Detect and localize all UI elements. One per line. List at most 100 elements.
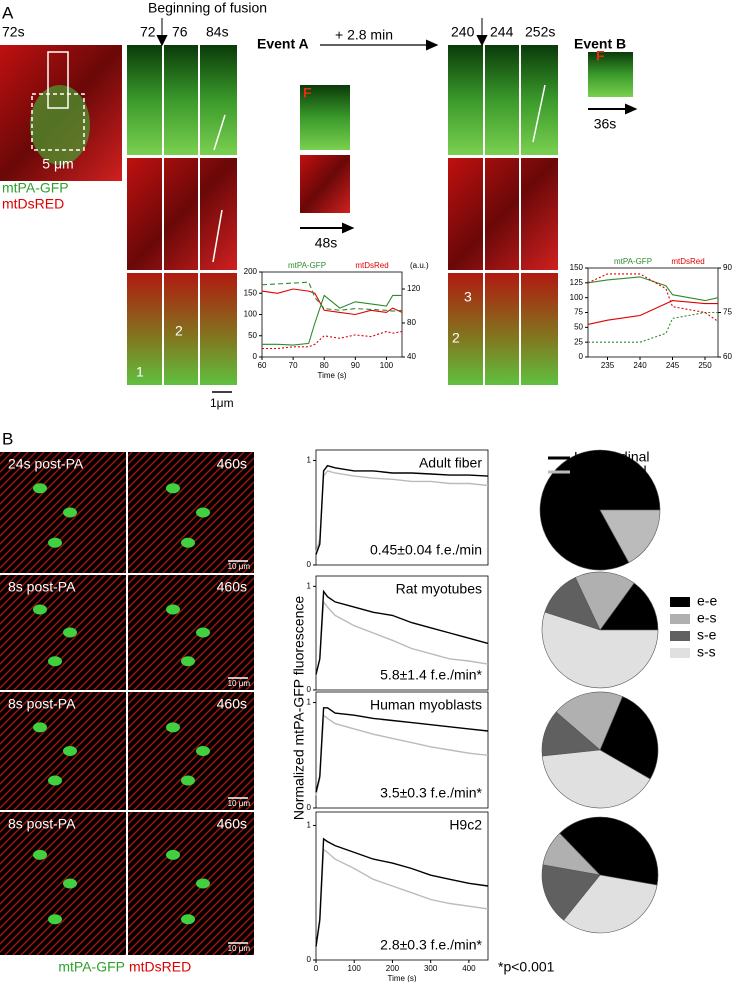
legend-label: s-s (697, 644, 716, 660)
line-series (587, 276, 719, 302)
x-tick-label: 60 (258, 361, 267, 370)
y-tick-label: 50 (574, 322, 583, 331)
image-label: 460s (217, 456, 247, 472)
event-label: Event B (574, 36, 626, 52)
roi (31, 93, 85, 151)
image (127, 45, 237, 155)
image (448, 273, 558, 385)
legend-label: e-s (697, 610, 716, 626)
image-feature (181, 537, 195, 548)
image-feature (196, 507, 210, 518)
annotation: + 2.8 min (335, 27, 393, 43)
y-tick-label: 0 (307, 955, 312, 964)
event-label: Event A (257, 36, 309, 52)
image-feature (33, 722, 47, 733)
time-label: 244 (490, 24, 514, 40)
chart-title: Rat myotubes (396, 581, 482, 597)
image-feature (196, 746, 210, 756)
pie-slice (541, 611, 659, 689)
legend-swatch (670, 614, 690, 624)
line-series (262, 294, 402, 346)
image-label: 8s post-PA (8, 579, 76, 595)
y-tick-label: 1 (307, 581, 312, 590)
line-series (588, 311, 718, 343)
image (127, 158, 237, 270)
kymo-mark: F (596, 48, 605, 64)
image-feature (166, 483, 180, 494)
pie-slice (563, 874, 658, 934)
y2-tick-label: 40 (407, 352, 416, 361)
legend-label: s-e (697, 627, 717, 643)
image-feature (181, 775, 195, 786)
y-tick-label: 1 (307, 821, 312, 830)
image-feature (48, 914, 62, 925)
kymograph (588, 52, 633, 97)
line-series (587, 273, 719, 322)
y-tick-label: 150 (570, 263, 584, 272)
image-feature (48, 775, 62, 786)
line-series (315, 589, 489, 675)
legend-label: Longitudinal (574, 449, 650, 465)
line-series (262, 330, 403, 350)
image-feature (166, 722, 180, 733)
object-number: 2 (452, 330, 460, 346)
line-series (315, 707, 489, 793)
chart-title: Human myoblasts (370, 697, 482, 713)
pie-slice (555, 691, 623, 751)
pie-slice (541, 749, 651, 809)
y-tick-label: 0 (307, 685, 312, 694)
scale-label: 10 μm (228, 799, 251, 808)
legend-label: mtDsRED (129, 959, 191, 975)
annotation: 0.45±0.04 f.e./min (370, 542, 482, 558)
annotation: 3.5±0.3 f.e./min* (380, 785, 482, 801)
y-tick-label: 125 (570, 278, 584, 287)
legend-label: mtPA-GFP (614, 257, 652, 266)
image-feature (48, 537, 62, 548)
pie-slice (599, 582, 659, 631)
panel-label: A (2, 3, 14, 22)
scale-label: 1μm (210, 396, 234, 410)
plot-frame (315, 449, 489, 566)
image (448, 158, 558, 270)
strips-left (127, 45, 558, 393)
x-tick-label: 0 (314, 964, 319, 973)
chart-title: Adult fiber (419, 455, 482, 471)
image (127, 273, 237, 385)
y-tick-label: 100 (244, 310, 258, 319)
image-feature (63, 627, 77, 638)
image-feature (166, 849, 180, 860)
note: *p<0.001 (498, 959, 555, 975)
line-series (587, 300, 718, 325)
line-series (261, 281, 403, 312)
y-tick-label: 0 (307, 803, 312, 812)
kymograph (300, 155, 350, 213)
kymo-mark: F (303, 85, 312, 101)
scale-label: 10 μm (228, 562, 251, 571)
image-feature (63, 746, 77, 756)
plot-frame (315, 691, 489, 809)
time-label: 84s (206, 24, 229, 40)
legend-label: mtPA-GFP (288, 261, 326, 270)
y2-tick-label: 90 (723, 263, 732, 272)
image-feature (33, 849, 47, 860)
y-tick-label: 150 (244, 288, 258, 297)
x-tick-label: 235 (601, 361, 615, 370)
scale-label: 5 μm (42, 156, 73, 172)
x-tick-label: 200 (386, 964, 400, 973)
y-tick-label: 200 (244, 267, 258, 276)
annotation: 2.8±0.3 f.e./min* (380, 937, 482, 953)
image (128, 692, 254, 810)
x-tick-label: 300 (424, 964, 438, 973)
image-feature (181, 914, 195, 925)
image-feature (30, 85, 90, 165)
y-tick-label: 1 (307, 698, 312, 707)
y-tick-label: 75 (574, 308, 583, 317)
pie-slice (559, 816, 659, 886)
arrows (156, 18, 638, 234)
object-number: 1 (136, 364, 144, 380)
image-label: 460s (217, 579, 247, 595)
x-tick-label: 100 (348, 964, 362, 973)
kymo-label: 36s (594, 116, 617, 132)
line-series (315, 464, 489, 555)
image-feature (48, 656, 62, 667)
